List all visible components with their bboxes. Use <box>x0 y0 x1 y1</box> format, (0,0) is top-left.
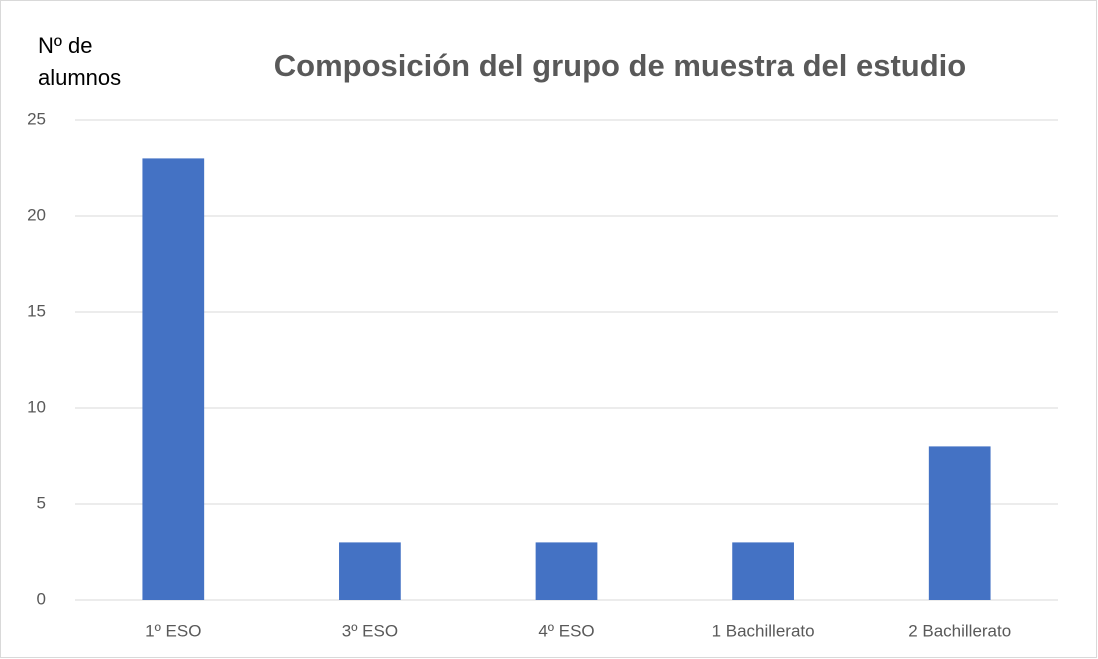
bar <box>142 158 205 600</box>
bar <box>732 542 794 600</box>
x-tick-label: 1 Bachillerato <box>712 621 815 640</box>
bar <box>928 446 991 600</box>
bar <box>535 542 598 600</box>
x-tick-label: 1º ESO <box>145 621 201 640</box>
y-tick-label: 10 <box>27 397 46 416</box>
bar <box>339 542 401 600</box>
y-tick-label: 25 <box>27 109 46 128</box>
y-tick-label: 5 <box>37 493 46 512</box>
y-tick-label: 0 <box>37 589 46 608</box>
y-tick-label: 15 <box>27 301 46 320</box>
x-tick-label: 2 Bachillerato <box>908 621 1011 640</box>
y-axis-label: Nº de alumnos <box>38 33 122 90</box>
x-tick-label: 3º ESO <box>342 621 398 640</box>
chart-title: Composición del grupo de muestra del est… <box>274 48 966 83</box>
x-tick-label: 4º ESO <box>538 621 594 640</box>
y-tick-label: 20 <box>27 205 46 224</box>
